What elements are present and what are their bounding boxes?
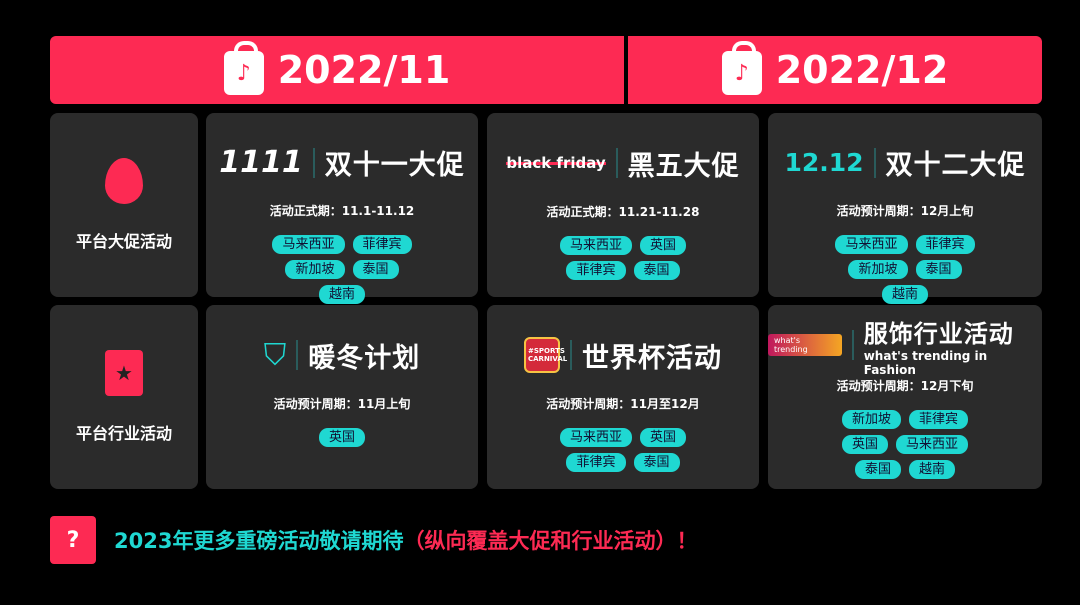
country-tag: 新加坡 — [285, 260, 345, 279]
month-header-dec: ♪ 2022/12 — [628, 36, 1042, 104]
activity-card: 1111 双十一大促 活动正式期：11.1-11.12 马来西亚 菲律宾 新加坡 泰国越… — [206, 113, 478, 304]
country-tag: 菲律宾 — [566, 261, 626, 280]
logo-whats-trending: what's trending — [768, 334, 842, 356]
country-tag: 新加坡 — [841, 410, 901, 429]
divider — [873, 147, 876, 178]
logo-1212: 12.12 — [784, 148, 864, 177]
country-tag: 马来西亚 — [272, 235, 345, 254]
month-label: 2022/12 — [775, 48, 949, 92]
country-tag: 菲律宾 — [915, 235, 975, 254]
country-tag: 马来西亚 — [835, 235, 908, 254]
card-subtitle: what's trending in Fashion — [863, 348, 988, 377]
country-tag: 马来西亚 — [559, 236, 632, 255]
country-tag: 泰国 — [352, 260, 399, 279]
card-period: 活动预计周期：11月上旬 — [273, 397, 411, 411]
country-tag: 新加坡 — [848, 260, 908, 279]
country-tag: 英国 — [640, 236, 687, 255]
country-tag: 马来西亚 — [896, 435, 969, 454]
country-tag: 泰国 — [633, 453, 680, 472]
footer-text: 2023年更多重磅活动敬请期待 — [114, 529, 404, 553]
card-period: 活动正式期：11.1-11.12 — [269, 204, 415, 218]
month-header-nov: ♪ 2022/11 — [50, 36, 624, 104]
country-tag: 马来西亚 — [559, 428, 632, 447]
country-tag: 泰国 — [854, 460, 901, 479]
country-tag: 越南 — [318, 285, 365, 304]
country-tag: 越南 — [881, 285, 928, 304]
activity-card: ⛉ 暖冬计划 活动预计周期：11月上旬 英国 — [206, 305, 478, 489]
country-tag: 英国 — [318, 428, 365, 447]
country-tag: 泰国 — [633, 261, 680, 280]
month-label: 2022/11 — [277, 48, 451, 92]
card-title: 世界杯活动 — [582, 342, 722, 374]
country-tag: 菲律宾 — [352, 235, 412, 254]
row-label-card: 平台大促活动 — [50, 113, 198, 297]
card-title: 双十二大促 — [885, 150, 1026, 181]
tiktok-shopping-bag-icon: ♪ — [721, 41, 762, 95]
activity-card: black friday 黑五大促 活动正式期：11.21-11.28 马来西亚英… — [487, 113, 759, 297]
logo-sports-carnival: #SPORTS CARNIVAL — [524, 337, 567, 373]
card-title: 暖冬计划 — [308, 342, 421, 374]
card-period: 活动正式期：11.21-11.28 — [546, 205, 700, 219]
card-title: 服饰行业活动 — [863, 319, 1014, 348]
card-title: 双十一大促 — [324, 150, 465, 181]
logo-1111: 1111 — [219, 145, 303, 180]
activity-card: 12.12 双十二大促 活动预计周期：12月上旬 马来西亚 菲律宾 新加坡 泰国越南 — [768, 113, 1042, 304]
country-tag: 英国 — [841, 435, 888, 454]
row-label: 平台大促活动 — [75, 232, 172, 251]
scarf-icon: ⛉ — [263, 337, 287, 373]
document-star-icon: ★ — [105, 350, 143, 396]
country-tag: 菲律宾 — [909, 410, 969, 429]
gift-icon: ? — [50, 516, 96, 564]
activity-card: what's trending 服饰行业活动 what's trending in … — [768, 305, 1042, 489]
logo-black-friday: black friday — [506, 153, 606, 172]
divider — [312, 147, 315, 178]
card-title: 黑五大促 — [627, 150, 740, 182]
flame-icon — [105, 158, 143, 204]
activity-card: #SPORTS CARNIVAL 世界杯活动 活动预计周期：11月至12月 马来西… — [487, 305, 759, 489]
country-tag: 菲律宾 — [566, 453, 626, 472]
footer-note: ? 2023年更多重磅活动敬请期待（纵向覆盖大促和行业活动）！ — [50, 516, 697, 564]
tiktok-shopping-bag-icon: ♪ — [223, 41, 264, 95]
card-period: 活动预计周期：11月至12月 — [546, 397, 700, 411]
footer-text-highlight: （纵向覆盖大促和行业活动）！ — [403, 529, 698, 553]
card-period: 活动预计周期：12月上旬 — [836, 204, 974, 218]
card-period: 活动预计周期：12月下旬 — [836, 379, 974, 393]
country-tag: 英国 — [640, 428, 687, 447]
row-label: 平台行业活动 — [75, 424, 172, 443]
divider — [851, 330, 854, 360]
divider — [570, 340, 572, 370]
country-tag: 泰国 — [915, 260, 962, 279]
country-tag: 越南 — [909, 460, 956, 479]
row-label-card: ★ 平台行业活动 — [50, 305, 198, 489]
divider — [296, 340, 299, 370]
divider — [615, 148, 618, 178]
